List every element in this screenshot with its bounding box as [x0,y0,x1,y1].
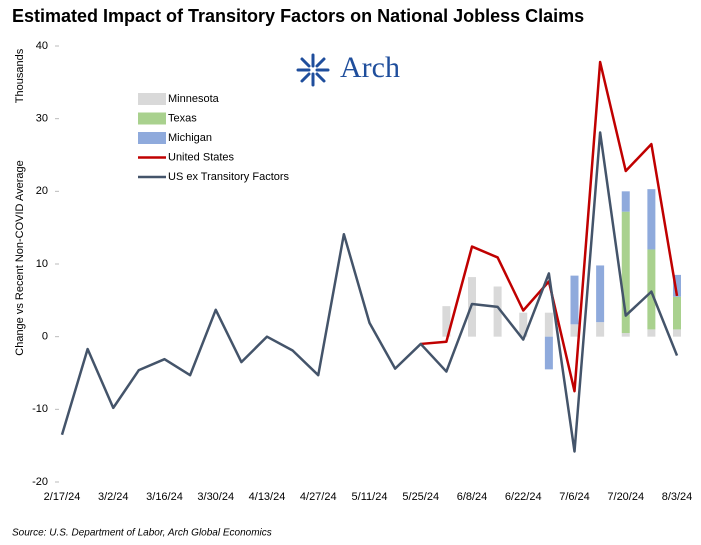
y-tick-label: 0 [42,331,48,343]
bar [647,249,656,330]
bar [596,265,605,323]
y-tick-label: 20 [36,185,48,197]
y-tick-label: -10 [32,403,48,415]
x-tick-label: 5/25/24 [402,491,439,503]
x-tick-label: 3/2/24 [98,491,129,503]
bar [673,274,681,297]
legend-label: Minnesota [168,93,220,105]
x-tick-label: 4/27/24 [300,491,337,503]
bar [570,275,579,325]
legend-label: United States [168,151,235,163]
line [60,131,679,453]
bar [596,322,605,337]
logo-mark [296,53,330,87]
bar [519,312,528,337]
bar [544,312,553,337]
bar [621,211,630,334]
y-tick-label: -20 [32,476,48,488]
legend-label: US ex Transitory Factors [168,171,290,183]
x-tick-label: 3/30/24 [197,491,234,503]
legend-swatch [138,93,166,105]
bar [647,329,656,337]
bar [621,191,630,212]
legend-label: Michigan [168,132,212,144]
bar [442,306,451,337]
logo-text: Arch [340,51,400,84]
legend-label: Texas [168,112,197,124]
y-axis-title: Change vs Recent Non-COVID Average [14,160,26,355]
x-tick-label: 5/11/24 [352,491,388,503]
y-unit: Thousands [14,48,26,103]
x-tick-label: 4/13/24 [249,491,286,503]
source: Source: U.S. Department of Labor, Arch G… [12,528,272,539]
legend-swatch [138,112,166,125]
x-tick-label: 6/8/24 [457,491,488,503]
bar [621,333,630,337]
legend-swatch [138,132,166,144]
bar [544,336,553,370]
y-tick-label: 40 [36,40,48,52]
chart-title: Estimated Impact of Transitory Factors o… [12,6,584,26]
bar [570,324,579,337]
y-tick-label: 10 [36,258,48,270]
bar [673,329,681,337]
x-tick-label: 3/16/24 [146,491,183,503]
x-tick-label: 8/3/24 [662,491,693,503]
x-tick-label: 2/17/24 [44,491,81,503]
x-tick-label: 6/22/24 [505,491,542,503]
bar [493,286,502,337]
x-tick-label: 7/20/24 [607,491,644,503]
x-tick-label: 7/6/24 [559,491,590,503]
y-tick-label: 30 [36,113,48,125]
bar [673,296,681,330]
bar [647,189,656,250]
